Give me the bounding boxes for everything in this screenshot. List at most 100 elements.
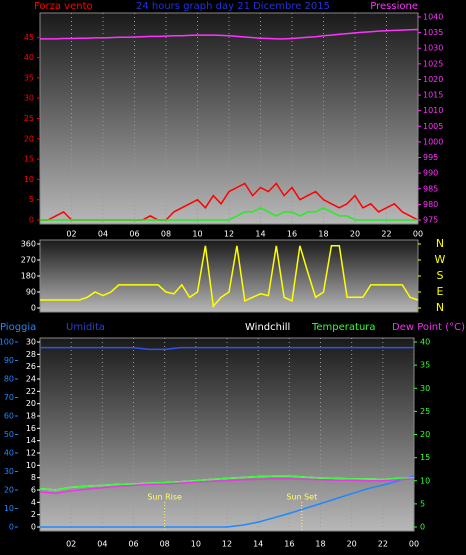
pressure-label: Pressione <box>370 1 418 12</box>
y-tick-label: 40 <box>4 449 14 458</box>
x-tick-label: 06 <box>129 230 139 239</box>
x-tick-label: 20 <box>350 230 360 239</box>
y-tick-label: N <box>436 237 444 250</box>
series-line <box>40 475 415 528</box>
y-tick-label: 14 <box>26 436 36 445</box>
x-tick-label: 12 <box>222 540 232 549</box>
y-tick-label: 40 <box>24 53 34 62</box>
y-tick-label: 1010 <box>423 106 443 115</box>
y-tick-label: 0 <box>29 216 34 225</box>
windchill-label: Windchill <box>245 322 290 333</box>
y-tick-label: 180 <box>21 272 36 281</box>
y-tick-label: 45 <box>24 33 34 42</box>
y-tick-label: 270 <box>21 256 36 265</box>
x-tick-label: 04 <box>98 230 108 239</box>
y-tick-label: 90 <box>4 356 14 365</box>
y-tick-label: 60 <box>4 412 14 421</box>
dewpoint-label: Dew Point (°C) <box>392 322 465 333</box>
series-line <box>40 346 414 351</box>
y-tick-label: 30 <box>24 94 34 103</box>
y-tick-label: 90 <box>26 288 36 297</box>
y-tick-label: 980 <box>423 200 438 209</box>
y-tick-label: 80 <box>4 375 14 384</box>
x-tick-label: 20 <box>347 540 357 549</box>
y-tick-label: 40 <box>420 338 430 347</box>
humidity-label: Umidita <box>66 322 105 333</box>
series-line <box>39 475 415 491</box>
plot-area <box>39 12 419 225</box>
chart-title: 24 hours graph day 21 Dicembre 2015 <box>136 1 330 12</box>
y-tick-label: 4 <box>31 498 36 507</box>
y-tick-label: W <box>435 253 446 266</box>
series-line <box>40 245 419 308</box>
annotation-label: Sun Rise <box>147 493 182 502</box>
y-tick-label: 1005 <box>423 122 443 131</box>
y-tick-label: 20 <box>4 486 14 495</box>
y-tick-label: 10 <box>420 476 430 485</box>
x-tick-label: 18 <box>318 230 328 239</box>
y-tick-label: 30 <box>26 338 36 347</box>
wind-label: Forza vento <box>34 1 93 12</box>
y-tick-label: 50 <box>4 430 14 439</box>
series-line <box>39 478 415 494</box>
y-tick-label: 26 <box>26 362 36 371</box>
rain-label: Pioggia <box>0 322 36 333</box>
x-tick-label: 22 <box>381 230 391 239</box>
y-tick-label: 25 <box>24 114 34 123</box>
x-tick-label: 02 <box>66 540 76 549</box>
y-tick-label: 70 <box>4 393 14 402</box>
x-tick-label: 10 <box>191 540 201 549</box>
y-tick-label: S <box>437 269 444 282</box>
x-tick-label: 12 <box>224 230 234 239</box>
y-tick-label: 1040 <box>423 13 443 22</box>
x-tick-label: 02 <box>66 230 76 239</box>
x-tick-label: 14 <box>255 230 265 239</box>
y-tick-label: 10 <box>4 504 14 513</box>
y-tick-label: 12 <box>26 449 36 458</box>
y-tick-label: 6 <box>31 486 36 495</box>
y-tick-label: 18 <box>26 412 36 421</box>
series-line <box>40 28 419 40</box>
y-tick-label: 0 <box>9 523 14 532</box>
y-tick-label: 990 <box>423 169 438 178</box>
x-tick-label: 18 <box>315 540 325 549</box>
y-tick-label: 0 <box>420 523 425 532</box>
y-tick-label: 10 <box>24 175 34 184</box>
x-tick-label: 00 <box>413 230 423 239</box>
y-tick-label: 35 <box>24 73 34 82</box>
annotation-label: Sun Set <box>286 493 317 502</box>
x-tick-label: 22 <box>378 540 388 549</box>
y-tick-label: 0 <box>31 304 36 313</box>
y-tick-label: 30 <box>420 384 430 393</box>
y-tick-label: 1020 <box>423 75 443 84</box>
y-tick-label: 28 <box>26 350 36 359</box>
y-tick-label: 25 <box>420 407 430 416</box>
x-tick-label: 04 <box>97 540 107 549</box>
x-tick-label: 10 <box>192 230 202 239</box>
x-tick-label: 00 <box>409 540 419 549</box>
y-tick-label: E <box>437 285 444 298</box>
y-tick-label: 1030 <box>423 44 443 53</box>
x-tick-label: 08 <box>160 540 170 549</box>
y-tick-label: 20 <box>26 399 36 408</box>
plot-area <box>39 239 419 313</box>
x-tick-label: 14 <box>253 540 263 549</box>
x-tick-label: 16 <box>284 540 294 549</box>
y-tick-label: 30 <box>4 467 14 476</box>
y-tick-label: 16 <box>26 424 36 433</box>
y-tick-label: 1015 <box>423 91 443 100</box>
y-tick-label: 15 <box>420 453 430 462</box>
y-tick-label: 1025 <box>423 59 443 68</box>
y-tick-label: 975 <box>423 216 438 225</box>
x-tick-label: 06 <box>128 540 138 549</box>
temperature-label: Temperatura <box>311 322 376 333</box>
y-tick-label: 1035 <box>423 28 443 37</box>
y-tick-label: 22 <box>26 387 36 396</box>
series-line <box>40 206 418 221</box>
y-tick-label: 20 <box>24 134 34 143</box>
y-tick-label: 0 <box>31 523 36 532</box>
y-tick-label: 985 <box>423 184 438 193</box>
y-tick-label: 5 <box>29 195 34 204</box>
y-tick-label: 995 <box>423 153 438 162</box>
